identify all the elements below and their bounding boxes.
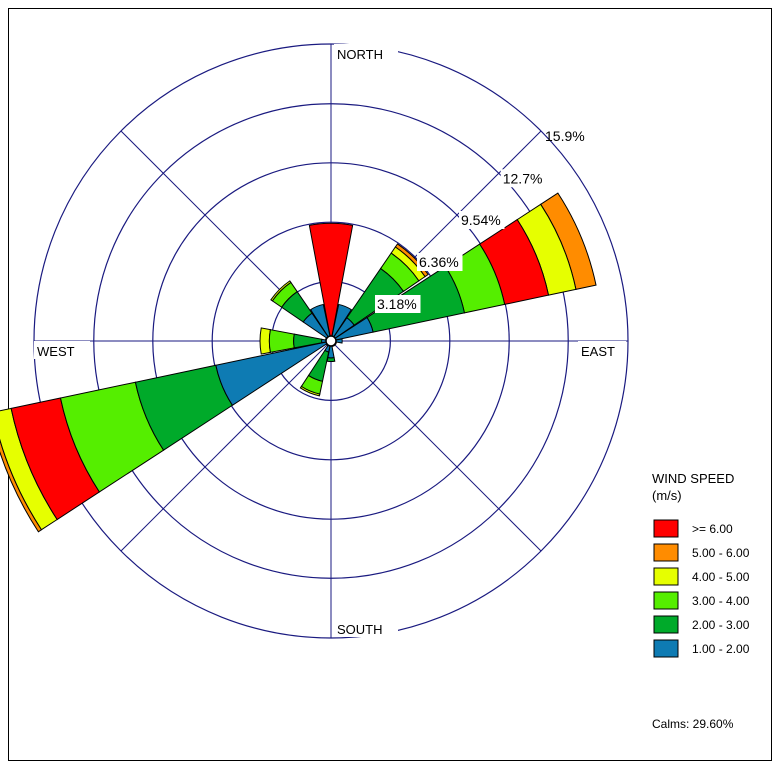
legend-unit: (m/s): [652, 488, 682, 503]
legend-swatch-2: [653, 543, 679, 562]
legend-label-2: 5.00 - 6.00: [692, 546, 750, 560]
ring-label-3: 9.54%: [461, 212, 501, 228]
legend-title: WIND SPEED: [652, 471, 734, 486]
direction-labels-group: NORTH EAST SOUTH WEST: [34, 44, 626, 637]
legend-label-1: >= 6.00: [692, 522, 733, 536]
west-label: WEST: [37, 344, 75, 359]
calm-center: [325, 335, 337, 347]
wedge-nne-bin-1: [330, 303, 353, 342]
north-label: NORTH: [337, 47, 383, 62]
wedge-nnw-bin-1: [309, 303, 332, 342]
ring-labels-group: 3.18% 6.36% 9.54% 12.7% 15.9%: [375, 128, 585, 313]
ring-label-5: 15.9%: [545, 128, 585, 144]
west-label-bg: [34, 341, 90, 359]
east-label-bg: [578, 341, 626, 359]
wedge-ssw-bin-2: [307, 349, 330, 382]
ring-label-bg-2: [417, 252, 463, 271]
ring-label-bg-4: [500, 169, 547, 188]
ring-label-4: 12.7%: [503, 170, 543, 186]
wedge-ene-bin-1: [330, 316, 374, 342]
wedge-w-bin-3: [268, 329, 295, 353]
legend-items: >= 6.00 5.00 - 6.00 4.00 - 5.00 3.00 - 4.00…: [653, 519, 750, 658]
legend-label-4: 3.00 - 4.00: [692, 594, 750, 608]
south-label: SOUTH: [337, 622, 383, 637]
south-label-bg: [334, 619, 398, 637]
east-label: EAST: [581, 344, 615, 359]
legend-label-3: 4.00 - 5.00: [692, 570, 750, 584]
ring-label-bg-1: [375, 294, 421, 313]
wedge-n-bin-4: [308, 222, 354, 342]
ring-label-2: 6.36%: [419, 254, 459, 270]
wedge-wsw-bin-1: [215, 340, 332, 406]
north-label-bg: [334, 44, 398, 62]
legend: WIND SPEED (m/s) >= 6.00 5.00 - 6.00 4.00 …: [652, 471, 750, 731]
legend-swatch-3: [653, 567, 679, 586]
legend-swatch-1: [653, 519, 679, 538]
legend-label-5: 2.00 - 3.00: [692, 618, 750, 632]
ring-label-1: 3.18%: [377, 296, 417, 312]
legend-swatch-4: [653, 591, 679, 610]
legend-swatch-6: [653, 639, 679, 658]
wedges-group: [0, 192, 597, 533]
legend-swatch-5: [653, 615, 679, 634]
calms-label: Calms: 29.60%: [652, 717, 734, 731]
legend-label-6: 1.00 - 2.00: [692, 642, 750, 656]
ring-label-bg-3: [459, 210, 505, 229]
wedge-nw-bin-1: [302, 312, 332, 342]
wedge-ne-bin-1: [330, 317, 355, 342]
